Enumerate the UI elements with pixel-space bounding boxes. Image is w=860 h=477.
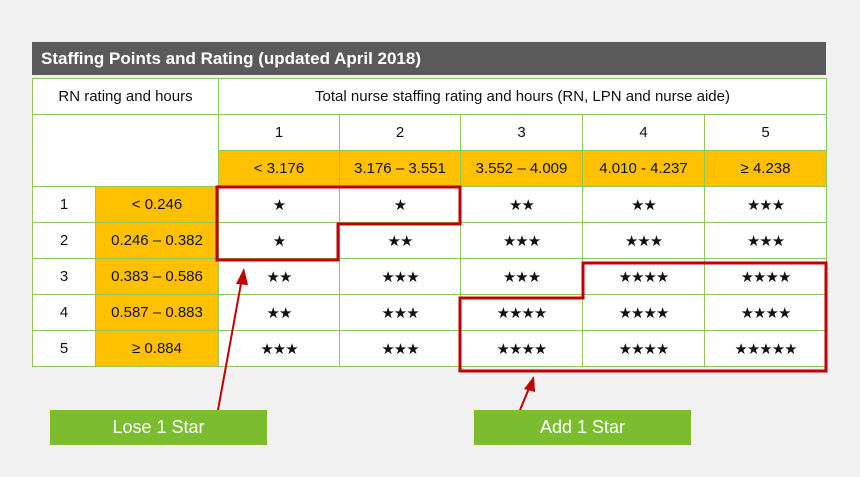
table-title: Staffing Points and Rating (updated Apri… — [32, 42, 826, 75]
rn-rating: 1 — [32, 186, 96, 223]
total-rating-2: 2 — [339, 114, 461, 151]
star-cell: ★★★★ — [582, 258, 705, 295]
add-star-callout: Add 1 Star — [474, 410, 691, 445]
table-row: 4 0.587 – 0.883 ★★ ★★★ ★★★★ ★★★★ ★★★★ — [32, 294, 828, 331]
rn-range: < 0.246 — [95, 186, 219, 223]
star-cell: ★★★★ — [703, 258, 828, 295]
rn-range: 0.587 – 0.883 — [95, 294, 219, 331]
star-cell: ★★ — [460, 186, 583, 223]
rn-rating: 3 — [32, 258, 96, 295]
star-cell: ★★ — [582, 186, 705, 223]
rn-range: 0.246 – 0.382 — [95, 222, 219, 259]
star-cell: ★★★ — [703, 186, 828, 223]
rn-rating: 4 — [32, 294, 96, 331]
total-range-1: < 3.176 — [218, 150, 340, 187]
table-row: 1 < 0.246 ★ ★ ★★ ★★ ★★★ — [32, 186, 828, 223]
star-cell: ★★★★ — [460, 330, 583, 367]
total-range-2: 3.176 – 3.551 — [339, 150, 461, 187]
star-cell: ★★★ — [339, 258, 461, 295]
add-arrow — [519, 385, 531, 411]
rn-range: 0.383 – 0.586 — [95, 258, 219, 295]
star-cell: ★★★ — [339, 294, 461, 331]
rn-header: RN rating and hours — [32, 78, 219, 115]
add-arrow-head — [524, 376, 535, 392]
star-cell: ★★★ — [460, 258, 583, 295]
star-cell: ★★ — [218, 294, 340, 331]
star-cell: ★★★ — [582, 222, 705, 259]
total-header: Total nurse staffing rating and hours (R… — [217, 78, 828, 115]
total-range-3: 3.552 – 4.009 — [460, 150, 583, 187]
star-cell: ★ — [218, 222, 340, 259]
rn-rating: 2 — [32, 222, 96, 259]
star-cell: ★★★★ — [582, 294, 705, 331]
corner-cell — [32, 114, 219, 187]
table-row: 3 0.383 – 0.586 ★★ ★★★ ★★★ ★★★★ ★★★★ — [32, 258, 828, 295]
star-cell: ★★ — [218, 258, 340, 295]
table-row: 2 0.246 – 0.382 ★ ★★ ★★★ ★★★ ★★★ — [32, 222, 828, 259]
star-cell: ★★★ — [339, 330, 461, 367]
star-cell: ★★★★ — [582, 330, 705, 367]
total-rating-1: 1 — [218, 114, 340, 151]
star-cell: ★★★ — [218, 330, 340, 367]
total-range-4: 4.010 - 4.237 — [582, 150, 705, 187]
table-row: 5 ≥ 0.884 ★★★ ★★★ ★★★★ ★★★★ ★★★★★ — [32, 330, 828, 367]
star-cell: ★ — [218, 186, 340, 223]
star-cell: ★★★★★ — [703, 330, 828, 367]
rn-range: ≥ 0.884 — [95, 330, 219, 367]
star-cell: ★★★ — [460, 222, 583, 259]
total-rating-5: 5 — [703, 114, 828, 151]
star-cell: ★★★★ — [703, 294, 828, 331]
star-cell: ★★ — [339, 222, 461, 259]
staffing-rating-table: RN rating and hours Total nurse staffing… — [32, 78, 828, 367]
star-cell: ★★★★ — [460, 294, 583, 331]
total-rating-4: 4 — [582, 114, 705, 151]
star-cell: ★★★ — [703, 222, 828, 259]
total-range-5: ≥ 4.238 — [703, 150, 828, 187]
rn-rating: 5 — [32, 330, 96, 367]
star-cell: ★ — [339, 186, 461, 223]
lose-star-callout: Lose 1 Star — [50, 410, 267, 445]
total-rating-3: 3 — [460, 114, 583, 151]
